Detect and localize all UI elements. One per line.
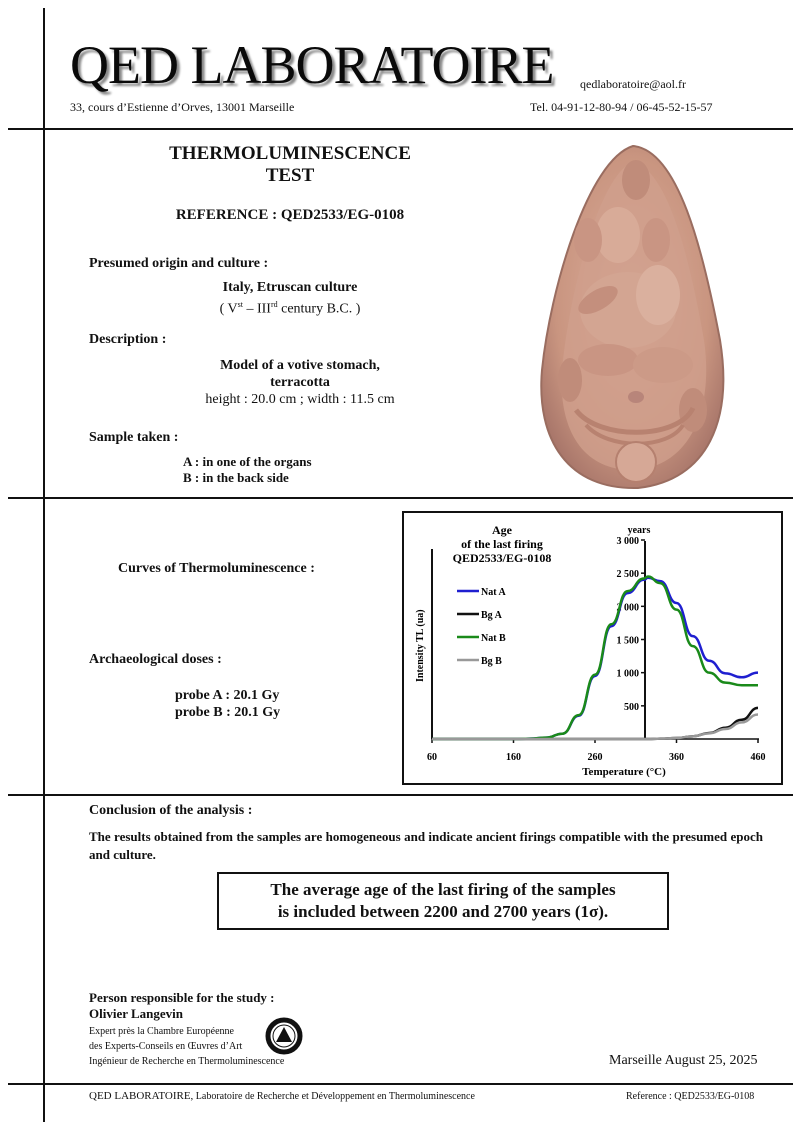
description-dimensions: height : 20.0 cm ; width : 11.5 cm — [205, 392, 395, 407]
description-block: Model of a votive stomach, terracotta he… — [130, 357, 470, 408]
conclusion-box-line1: The average age of the last firing of th… — [270, 880, 616, 899]
test-title-line2: TEST — [265, 165, 315, 186]
description-line2: terracotta — [270, 375, 330, 390]
sample-label: Sample taken : — [89, 430, 179, 445]
x-tick-label: 260 — [588, 752, 603, 763]
origin-label: Presumed origin and culture : — [89, 256, 269, 271]
legend-label: Bg B — [481, 656, 502, 667]
footer-lab-desc: Laboratoire de Recherche et Développemen… — [193, 1091, 475, 1102]
footer-reference: Reference : QED2533/EG-0108 — [626, 1091, 755, 1102]
legend-label: Bg A — [481, 610, 503, 621]
signature-title2: des Experts-Conseils en Œuvres d’Art — [89, 1041, 243, 1052]
signature-block: Person responsible for the study : Olivi… — [89, 990, 275, 1022]
votive-stomach-image — [540, 144, 725, 490]
lab-email: qedlaboratoire@aol.fr — [580, 77, 687, 91]
footer-lab-name: QED LABORATOIRE, — [89, 1090, 194, 1102]
years-axis-label: years — [628, 525, 651, 536]
signature-title3: Ingénieur de Recherche en Thermoluminesc… — [89, 1056, 285, 1067]
y-tick-label: 1 000 — [617, 669, 640, 680]
signature-titles: Expert près la Chambre Européenne des Ex… — [89, 1024, 284, 1069]
sample-list: A : in one of the organs B : in the back… — [183, 454, 312, 486]
footer-divider — [8, 1083, 793, 1085]
period-mid: – III — [242, 301, 271, 317]
place-date: Marseille August 25, 2025 — [609, 1053, 758, 1068]
test-title-line1: THERMOLUMINESCENCE — [169, 143, 411, 164]
left-margin-rule — [43, 8, 45, 1122]
description-line1: Model of a votive stomach, — [220, 358, 380, 373]
description-label: Description : — [89, 332, 167, 347]
y-tick-label: 2 000 — [617, 602, 640, 613]
period-open: ( V — [219, 301, 238, 317]
lab-phone: Tel. 04-91-12-80-94 / 06-45-52-15-57 — [530, 100, 713, 114]
lab-logo-title: QED LABORATOIRE — [70, 35, 554, 95]
curve-bg-b — [432, 713, 759, 741]
y-tick-label: 2 500 — [617, 569, 640, 580]
footer-lab: QED LABORATOIRE, Laboratoire de Recherch… — [89, 1090, 475, 1102]
conclusion-text: The results obtained from the samples ar… — [89, 829, 763, 862]
reference-heading: REFERENCE : QED2533/EG-0108 — [175, 207, 405, 223]
svg-text:QED2533/EG-0108: QED2533/EG-0108 — [453, 551, 552, 565]
header-divider — [8, 128, 793, 130]
origin-period: ( Vst – IIIrd century B.C. ) — [120, 296, 460, 318]
legend-label: Nat A — [481, 587, 507, 598]
period-close: century B.C. ) — [277, 301, 361, 317]
conclusion-box-line2: is included between 2200 and 2700 years … — [277, 902, 609, 921]
test-title: THERMOLUMINESCENCE TEST — [120, 143, 460, 187]
x-tick-label: 160 — [506, 752, 521, 763]
y-tick-label: 3 000 — [617, 536, 640, 547]
x-tick-label: 460 — [751, 752, 766, 763]
svg-text:Age: Age — [492, 523, 513, 537]
sample-a: A : in one of the organs — [183, 454, 312, 469]
legend-label: Nat B — [481, 633, 506, 644]
signature-title1: Expert près la Chambre Européenne — [89, 1026, 234, 1037]
section-divider-2 — [8, 794, 793, 796]
doses-list: probe A : 20.1 Gy probe B : 20.1 Gy — [175, 687, 280, 721]
svg-text:of the last firing: of the last firing — [461, 537, 543, 551]
expert-chamber-logo-icon — [265, 1017, 303, 1055]
conclusion-box: The average age of the last firing of th… — [217, 872, 669, 930]
signature-label: Person responsible for the study : — [89, 990, 275, 1005]
period-sup2: rd — [270, 300, 278, 309]
doses-label: Archaeological doses : — [89, 652, 222, 667]
probe-b-dose: probe B : 20.1 Gy — [175, 705, 281, 720]
signature-name: Olivier Langevin — [89, 1006, 184, 1021]
sample-b: B : in the back side — [183, 470, 289, 485]
probe-a-dose: probe A : 20.1 Gy — [175, 688, 280, 703]
origin-value: Italy, Etruscan culture — [222, 280, 358, 295]
tl-chart-svg: 60 160 260 360 460 500 1 000 1 500 2 000 2 500 3 … — [415, 523, 766, 778]
tl-chart: 60 160 260 360 460 500 1 000 1 500 2 000 2 500 3 … — [402, 511, 783, 785]
x-axis-title: Temperature (°C) — [582, 766, 666, 778]
curves-label: Curves of Thermoluminescence : — [118, 561, 315, 576]
y-axis-title: Intensity TL (ua) — [415, 609, 426, 682]
section-divider-1 — [8, 497, 793, 499]
y-tick-label: 500 — [624, 702, 639, 713]
period-sup1: st — [237, 300, 243, 309]
conclusion-label: Conclusion of the analysis : — [89, 803, 253, 818]
origin-block: Italy, Etruscan culture ( Vst – IIIrd ce… — [120, 279, 460, 318]
x-tick-label: 360 — [669, 752, 684, 763]
y-tick-label: 1 500 — [617, 636, 640, 647]
x-tick-label: 60 — [427, 752, 437, 763]
lab-address: 33, cours d’Estienne d’Orves, 13001 Mars… — [70, 100, 295, 114]
artifact-photo — [528, 140, 738, 492]
